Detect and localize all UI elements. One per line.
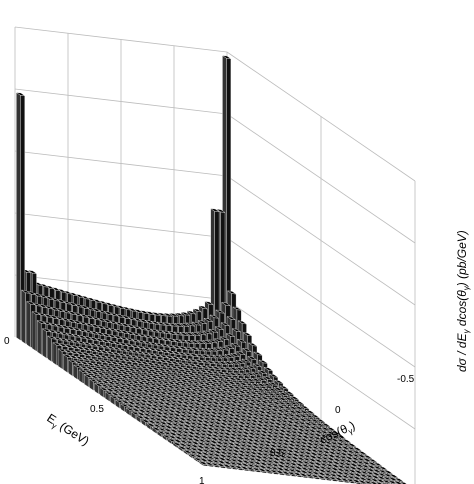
grid-line: [226, 299, 416, 430]
x-tick-0: 0: [4, 336, 10, 347]
bar: [228, 464, 238, 470]
bar: [370, 478, 380, 484]
grid-line: [14, 212, 228, 239]
y-tick-0: -0.5: [397, 374, 415, 385]
bar: [357, 479, 367, 484]
bar: [183, 449, 193, 456]
grid-line: [14, 150, 228, 177]
x-tick-1: 0.5: [90, 404, 104, 415]
bar: [234, 465, 244, 471]
grid-line: [226, 175, 416, 306]
z-axis-label: dσ / dEγ dcos(θγ) (pb/GeV): [455, 230, 471, 372]
grid-line: [14, 274, 228, 301]
x-axis-label: Eγ (GeV): [43, 411, 91, 450]
bar: [334, 477, 344, 483]
grid-line: [14, 88, 228, 115]
grid-line: [226, 237, 416, 368]
grid-line: [226, 113, 416, 244]
tick-labels: 0 0.5 1 -0.5 0 0.5: [4, 336, 415, 484]
bar: [299, 472, 308, 479]
y-tick-2: 0.5: [270, 448, 284, 459]
x-tick-2: 1: [199, 476, 205, 484]
axis-box: [14, 26, 416, 484]
bar: [198, 461, 208, 467]
y-tick-1: 0: [335, 405, 341, 416]
bar: [16, 92, 25, 341]
bar-surface: [16, 55, 408, 484]
